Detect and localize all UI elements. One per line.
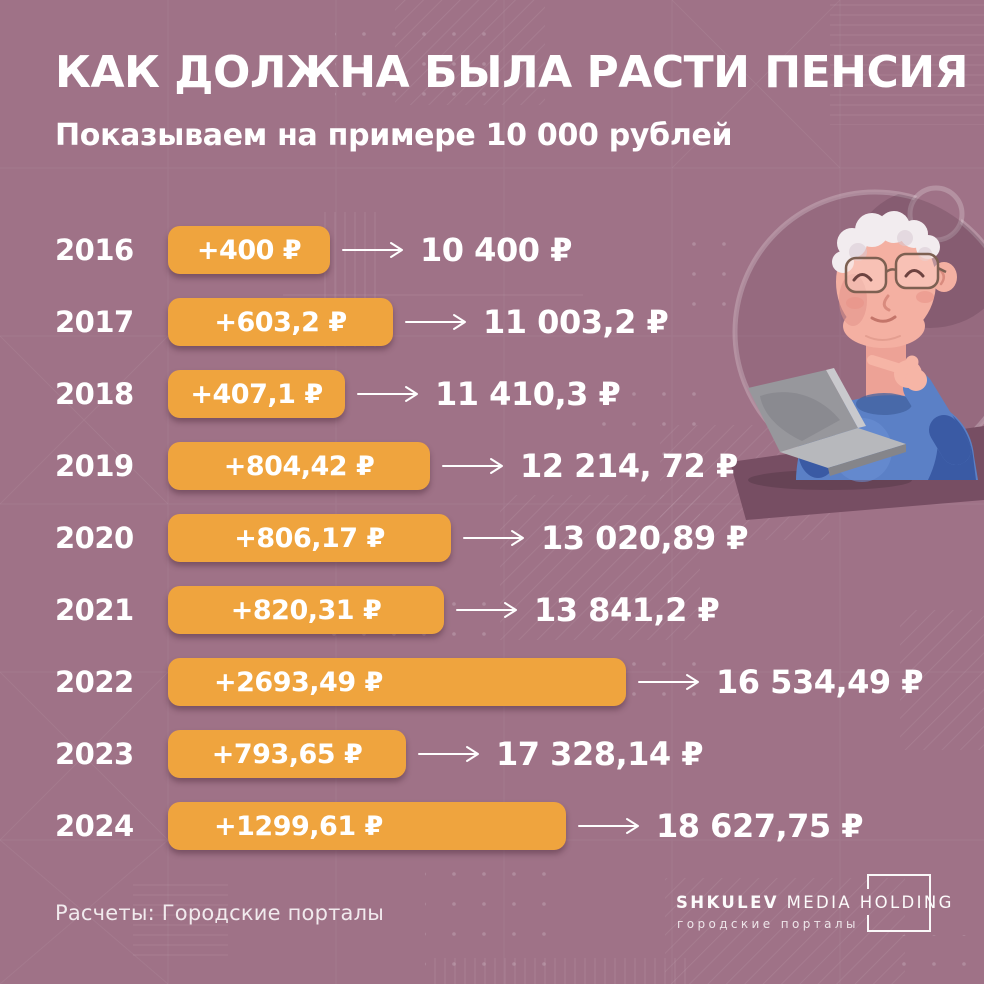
nose — [882, 294, 891, 312]
laptop — [748, 368, 906, 476]
eyes — [852, 269, 925, 282]
year-label: 2019 — [55, 449, 134, 483]
table-row: 2020 +806,17 ₽ 13 020,89 ₽ — [55, 514, 975, 562]
increment-bar: +820,31 ₽ — [168, 586, 444, 634]
total-value: 11 410,3 ₽ — [435, 375, 621, 413]
brand-name-bold: SHKULEV — [676, 893, 779, 912]
brand-tagline: городские порталы — [677, 917, 859, 931]
table-row: 2022 +2693,49 ₽ 16 534,49 ₽ — [55, 658, 975, 706]
year-label: 2023 — [55, 737, 134, 771]
table-row: 2018 +407,1 ₽ 11 410,3 ₽ — [55, 370, 975, 418]
increment-label: +793,65 ₽ — [211, 738, 363, 770]
increment-bar: +1299,61 ₽ — [168, 802, 566, 850]
arrow-icon — [456, 602, 517, 618]
arrow-icon — [638, 674, 699, 690]
brand-name: SHKULEV MEDIA HOLDING — [676, 893, 954, 912]
year-label: 2016 — [55, 233, 134, 267]
page-subtitle: Показываем на примере 10 000 рублей — [55, 118, 733, 153]
increment-label: +820,31 ₽ — [230, 594, 382, 626]
brand-name-rest: MEDIA HOLDING — [778, 893, 954, 912]
table-row: 2016 +400 ₽ 10 400 ₽ — [55, 226, 975, 274]
source-note: Расчеты: Городские порталы — [55, 901, 385, 925]
total-value: 13 020,89 ₽ — [541, 519, 749, 557]
increment-bar: +793,65 ₽ — [168, 730, 406, 778]
increment-label: +2693,49 ₽ — [214, 666, 383, 698]
year-label: 2024 — [55, 809, 134, 843]
arrow-icon — [578, 818, 639, 834]
year-label: 2018 — [55, 377, 134, 411]
year-label: 2017 — [55, 305, 134, 339]
page-title: КАК ДОЛЖНА БЫЛА РАСТИ ПЕНСИЯ — [55, 47, 969, 98]
table-row: 2023 +793,65 ₽ 17 328,14 ₽ — [55, 730, 975, 778]
arrow-icon — [463, 530, 524, 546]
total-value: 13 841,2 ₽ — [534, 591, 720, 629]
increment-bar: +806,17 ₽ — [168, 514, 451, 562]
arrow-icon — [442, 458, 503, 474]
year-label: 2020 — [55, 521, 134, 555]
increment-bar: +2693,49 ₽ — [168, 658, 626, 706]
increment-label: +806,17 ₽ — [234, 522, 385, 554]
arrow-icon — [357, 386, 418, 402]
increment-bar: +804,42 ₽ — [168, 442, 430, 490]
mouth — [870, 315, 897, 323]
total-value: 18 627,75 ₽ — [656, 807, 864, 845]
total-value: 10 400 ₽ — [420, 231, 572, 269]
pensioner-head — [832, 211, 957, 348]
total-value: 17 328,14 ₽ — [496, 735, 704, 773]
increment-label: +804,42 ₽ — [223, 450, 375, 482]
increment-label: +400 ₽ — [196, 234, 302, 266]
brand-square-icon — [867, 874, 931, 932]
hair — [832, 211, 940, 273]
increment-bar: +400 ₽ — [168, 226, 330, 274]
arrow-icon — [405, 314, 466, 330]
increment-bar: +407,1 ₽ — [168, 370, 345, 418]
year-label: 2022 — [55, 665, 134, 699]
total-value: 16 534,49 ₽ — [716, 663, 924, 701]
increment-label: +603,2 ₽ — [214, 306, 347, 338]
arrow-icon — [342, 242, 403, 258]
pointing-hand — [867, 355, 971, 465]
total-value: 11 003,2 ₽ — [483, 303, 669, 341]
table-row: 2017 +603,2 ₽ 11 003,2 ₽ — [55, 298, 975, 346]
arrow-icon — [418, 746, 479, 762]
table-row: 2021 +820,31 ₽ 13 841,2 ₽ — [55, 586, 975, 634]
total-value: 12 214, 72 ₽ — [520, 447, 738, 485]
year-label: 2021 — [55, 593, 134, 627]
increment-label: +407,1 ₽ — [190, 378, 323, 410]
rows: 2016 +400 ₽ 10 400 ₽ 2017 +603,2 ₽ 11 00… — [55, 226, 975, 874]
table-row: 2019 +804,42 ₽ 12 214, 72 ₽ — [55, 442, 975, 490]
increment-label: +1299,61 ₽ — [214, 810, 383, 842]
brand-logo: SHKULEV MEDIA HOLDING городские порталы — [676, 872, 976, 942]
increment-bar: +603,2 ₽ — [168, 298, 393, 346]
table-row: 2024 +1299,61 ₽ 18 627,75 ₽ — [55, 802, 975, 850]
